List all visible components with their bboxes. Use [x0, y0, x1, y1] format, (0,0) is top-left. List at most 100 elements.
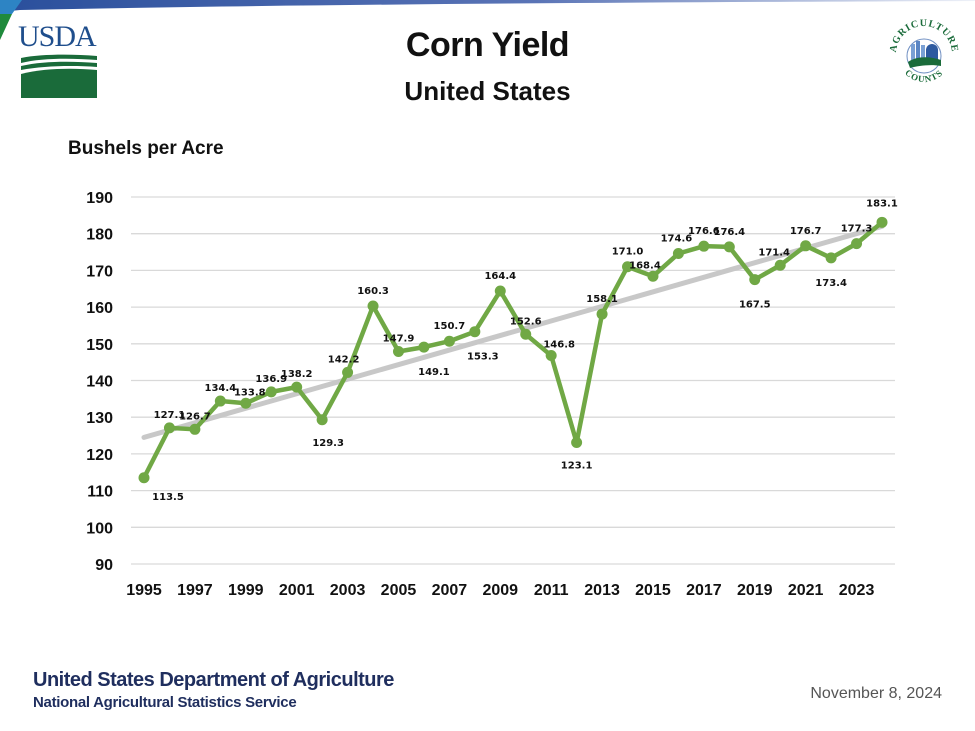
x-tick-label: 2011	[534, 582, 569, 599]
y-tick-label: 160	[86, 300, 113, 317]
data-point	[138, 472, 150, 484]
data-label: 153.3	[467, 352, 499, 363]
data-label: 138.2	[281, 369, 313, 380]
data-point	[520, 328, 532, 340]
data-point	[545, 350, 557, 362]
data-point	[418, 341, 430, 353]
data-label: 134.4	[205, 383, 237, 394]
gridlines	[131, 196, 895, 565]
data-label: 147.9	[383, 334, 415, 345]
data-label: 174.6	[661, 234, 693, 245]
usda-logo-text: USDA	[18, 20, 97, 53]
data-label: 183.1	[866, 198, 898, 209]
data-label: 123.1	[561, 461, 593, 472]
x-tick-label: 2019	[737, 582, 773, 599]
data-point	[698, 240, 710, 252]
usda-field-mark-icon	[21, 54, 97, 98]
y-axis-title: Bushels per Acre	[68, 138, 224, 159]
x-tick-label: 2021	[788, 582, 824, 599]
data-point	[469, 326, 481, 338]
data-point	[774, 259, 786, 271]
x-tick-label: 1997	[177, 582, 213, 599]
x-tick-label: 2015	[635, 582, 671, 599]
data-label: 158.1	[586, 294, 618, 305]
x-tick-label: 2013	[584, 582, 620, 599]
data-label: 171.0	[612, 247, 644, 258]
trend-line	[141, 223, 885, 440]
data-point	[316, 414, 328, 426]
x-tick-label: 2005	[381, 582, 417, 599]
data-point	[189, 423, 201, 435]
data-label: 164.4	[484, 271, 516, 282]
footer-date: November 8, 2024	[810, 685, 942, 702]
data-label: 171.4	[758, 247, 790, 258]
x-tick-label: 1999	[228, 582, 264, 599]
header-banner	[0, 0, 975, 40]
data-point	[647, 270, 659, 282]
data-point	[800, 240, 812, 252]
data-point	[622, 261, 634, 273]
yield-line	[141, 220, 884, 479]
data-point	[825, 252, 837, 264]
data-label: 168.4	[629, 260, 661, 271]
y-tick-label: 190	[86, 190, 113, 207]
yield-series	[138, 216, 888, 484]
y-tick-label: 90	[95, 557, 113, 574]
footer-agency-name: National Agricultural Statistics Service	[33, 694, 297, 711]
footer-organization: United States Department of Agriculture …	[33, 669, 394, 711]
data-label: 160.3	[357, 286, 389, 297]
y-tick-label: 150	[86, 337, 113, 354]
chart-subtitle: United States	[404, 76, 571, 106]
x-tick-label: 2009	[482, 582, 518, 599]
data-point	[367, 300, 379, 312]
y-tick-label: 120	[86, 447, 113, 464]
data-point	[291, 381, 303, 393]
data-label: 177.3	[841, 224, 873, 235]
data-label: 146.8	[543, 340, 575, 351]
usda-logo: USDA	[18, 20, 100, 98]
data-point	[851, 238, 863, 250]
y-tick-label: 110	[87, 484, 113, 501]
data-point	[749, 274, 761, 286]
data-point	[392, 346, 404, 358]
data-label: 133.8	[234, 387, 266, 398]
data-label: 176.7	[790, 226, 822, 237]
logo-counts-text: COUNTS	[903, 67, 944, 84]
data-point	[265, 386, 277, 398]
data-label: 176.4	[713, 227, 745, 238]
data-label: 149.1	[418, 367, 450, 378]
data-label: 129.3	[312, 438, 344, 449]
y-tick-label: 180	[86, 227, 113, 244]
x-tick-label: 2017	[686, 582, 722, 599]
data-point	[163, 422, 175, 434]
data-label: 142.2	[328, 354, 360, 365]
chart-title: Corn Yield	[405, 26, 570, 64]
data-label: 173.4	[815, 278, 847, 289]
data-point	[876, 216, 888, 228]
data-label: 152.6	[510, 316, 542, 327]
data-label: 176.6	[688, 226, 720, 237]
agriculture-counts-logo: AGRICULTURE COUNTS	[888, 18, 959, 84]
data-point	[240, 397, 252, 409]
data-point	[214, 395, 226, 407]
y-tick-label: 130	[86, 410, 113, 427]
svg-text:COUNTS: COUNTS	[903, 67, 945, 84]
data-label: 126.7	[179, 411, 211, 422]
data-label: 167.5	[739, 300, 771, 311]
x-tick-label: 2023	[839, 582, 875, 599]
data-point	[723, 241, 735, 253]
data-label: 150.7	[434, 321, 466, 332]
y-axis-ticks: 90 100 110 120 130 140 150 160 170 180 190	[86, 190, 113, 574]
data-label: 127.1	[154, 410, 186, 421]
data-point	[494, 285, 506, 297]
x-tick-label: 2003	[330, 582, 366, 599]
x-axis-ticks: 1995 1997 1999 2001 2003 2005 2007 2009 2011 2013…	[126, 582, 874, 599]
data-point	[571, 437, 583, 449]
data-point	[443, 335, 455, 347]
data-point	[342, 366, 354, 378]
data-label: 113.5	[152, 492, 184, 503]
footer-org-name: United States Department of Agriculture	[33, 669, 394, 691]
trend-line-segment	[141, 223, 885, 440]
